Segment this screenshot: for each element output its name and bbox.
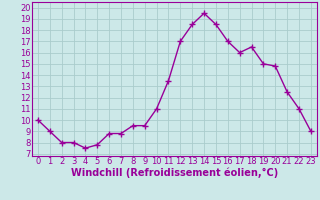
X-axis label: Windchill (Refroidissement éolien,°C): Windchill (Refroidissement éolien,°C) xyxy=(71,168,278,178)
